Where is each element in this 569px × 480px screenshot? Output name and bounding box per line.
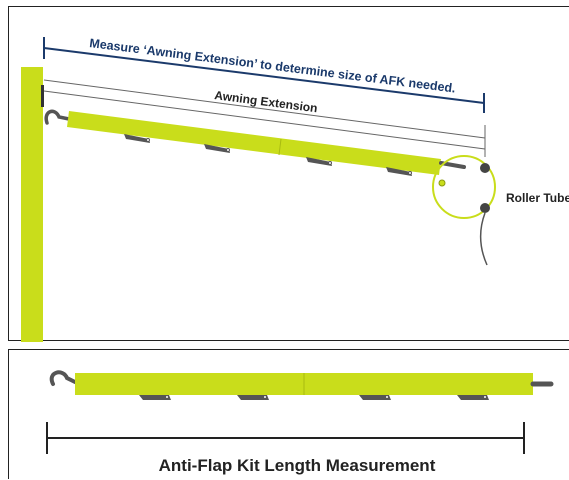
awning-extension-label: Awning Extension: [214, 88, 319, 115]
awning-extension-outline: [43, 79, 486, 157]
kit-length-label: Anti-Flap Kit Length Measurement: [159, 456, 436, 475]
roller-tube-label: Roller Tube: [506, 191, 569, 205]
roller-cord: [480, 212, 488, 266]
kit-dimension-line: [46, 422, 525, 454]
wall-post: [21, 67, 43, 342]
kit-bar-clips: [139, 395, 489, 400]
wall-hook: [44, 109, 71, 125]
kit-length-diagram: Anti-Flap Kit Length Measurement: [46, 370, 554, 475]
measure-dimension-line: [43, 37, 485, 113]
roller-bracket-top: [480, 163, 490, 173]
wall-bracket: [41, 85, 44, 107]
kit-length-panel: Anti-Flap Kit Length Measurement: [8, 349, 569, 479]
roller-bracket-bottom: [480, 203, 490, 213]
kit-hook: [49, 370, 77, 386]
kit-clips: [124, 134, 412, 176]
measure-instruction-label: Measure ‘Awning Extension’ to determine …: [89, 36, 457, 95]
roller-tube: [432, 155, 496, 219]
awning-kit-bar: [67, 111, 441, 175]
awning-diagram: Measure ‘Awning Extension’ to determine …: [21, 36, 569, 342]
awning-diagram-panel: Measure ‘Awning Extension’ to determine …: [8, 6, 569, 342]
